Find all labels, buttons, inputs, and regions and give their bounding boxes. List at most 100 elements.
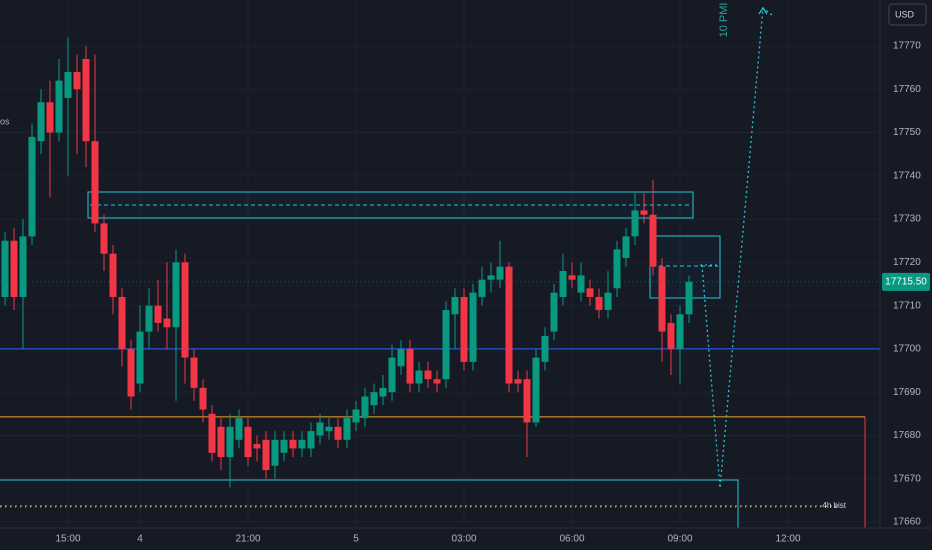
candle-body: [199, 387, 207, 410]
x-tick-label: 12:00: [775, 534, 800, 545]
candle-body: [91, 141, 99, 224]
candle-body: [280, 439, 288, 453]
y-tick-label: 17660: [893, 517, 921, 528]
candle-body: [145, 305, 153, 332]
candle-body: [10, 240, 18, 297]
candle-body: [28, 136, 36, 237]
y-tick-label: 17710: [893, 300, 921, 311]
candle-body: [244, 426, 252, 458]
grid: [0, 0, 880, 528]
candle-body: [442, 309, 450, 380]
candle-body: [172, 262, 180, 328]
candle-body: [658, 266, 666, 332]
candle-body: [523, 379, 531, 423]
candle-body: [163, 318, 171, 328]
candle-body: [208, 413, 216, 453]
y-tick-label: 17690: [893, 387, 921, 398]
candle-body: [55, 80, 63, 133]
candle-body: [424, 370, 432, 380]
candle-body: [217, 426, 225, 458]
x-tick-label: 5: [353, 534, 359, 545]
candle-body: [298, 439, 306, 449]
candle-body: [685, 281, 693, 315]
y-tick-label: 17740: [893, 170, 921, 181]
candle-body: [433, 379, 441, 384]
left-text: os: [0, 116, 10, 126]
pmi-label: 10 PMI: [718, 3, 730, 38]
bist-label: 4h bist: [822, 501, 846, 510]
candle-body: [559, 271, 567, 297]
candle-body: [109, 253, 117, 297]
candle-body: [190, 357, 198, 388]
y-tick-label: 17730: [893, 214, 921, 225]
candle-body: [226, 426, 234, 458]
axes: 17660 17670 17680 17690 17700 17710 17720 17730…: [0, 41, 930, 545]
levels: [0, 348, 880, 418]
candle-body: [64, 71, 72, 98]
zone-box: [0, 479, 739, 528]
x-tick-label: 03:00: [451, 534, 476, 545]
x-tick-label: 06:00: [559, 534, 584, 545]
candle-body: [451, 296, 459, 315]
candle-body: [496, 266, 504, 280]
candle-body: [460, 296, 468, 362]
candle-body: [325, 426, 333, 432]
y-tick-label: 17760: [893, 84, 921, 95]
candle-body: [541, 335, 549, 362]
candle-body: [397, 348, 405, 367]
candle-body: [568, 275, 576, 280]
candle-body: [370, 392, 378, 406]
last-price-tag: [882, 272, 930, 291]
candle-body: [307, 431, 315, 449]
candle-body: [379, 387, 387, 397]
projection-arrow: [758, 6, 768, 15]
candle-body: [253, 444, 261, 449]
candle-body: [613, 249, 621, 289]
candle-body: [1, 240, 9, 297]
y-tick-label: 17720: [893, 257, 921, 268]
candle-body: [100, 223, 108, 254]
x-tick-label: 4: [137, 534, 143, 545]
candle-body: [550, 292, 558, 332]
candle-body: [127, 348, 135, 397]
currency-button[interactable]: [888, 3, 927, 26]
candle-body: [676, 314, 684, 349]
candle-body: [604, 292, 612, 310]
candle-body: [667, 322, 675, 349]
candle-body: [640, 210, 648, 215]
candle-body: [352, 409, 360, 423]
candle-body: [37, 102, 45, 142]
candle-body: [19, 236, 27, 297]
x-tick-label: 09:00: [667, 534, 692, 545]
candle-body: [316, 422, 324, 436]
candle-body: [46, 102, 54, 133]
candle-body: [595, 296, 603, 310]
candle-body: [415, 370, 423, 384]
candle-body: [154, 305, 162, 323]
candle-body: [631, 210, 639, 237]
y-tick-label: 17770: [893, 41, 921, 52]
candle-body: [82, 58, 90, 142]
candle-body: [514, 379, 522, 384]
x-tick-label: 15:00: [55, 534, 80, 545]
candle-body: [334, 426, 342, 440]
currency[interactable]: USD: [895, 9, 915, 19]
candle-body: [388, 357, 396, 393]
last-price-label: 17715.50: [885, 276, 927, 287]
candle-body: [361, 396, 369, 419]
candles: [1, 37, 693, 488]
candle-body: [532, 357, 540, 423]
candle-body: [505, 266, 513, 384]
candle-body: [586, 288, 594, 297]
candle-body: [262, 439, 270, 471]
y-tick-label: 17670: [893, 473, 921, 484]
projection-path: [701, 6, 773, 489]
candle-body: [577, 275, 585, 293]
candle-body: [487, 275, 495, 280]
candle-body: [73, 71, 81, 90]
candle-body: [469, 292, 477, 362]
candle-body: [235, 418, 243, 440]
x-tick-label: 21:00: [235, 534, 260, 545]
candle-body: [118, 296, 126, 349]
